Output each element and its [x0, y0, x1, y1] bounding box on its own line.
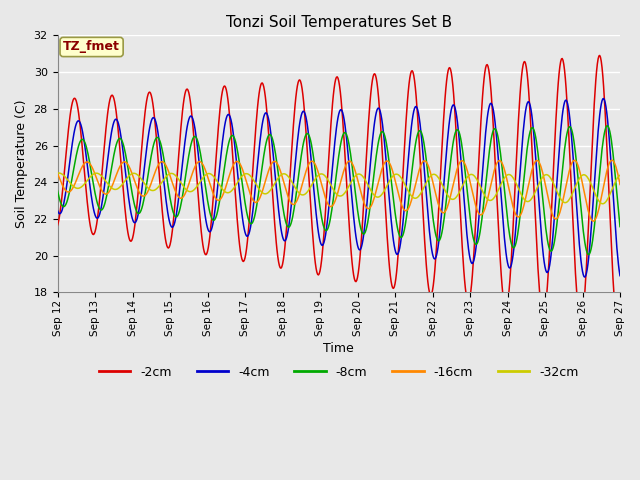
-16cm: [589, 218, 597, 224]
-32cm: [178, 181, 186, 187]
-16cm: [54, 170, 61, 176]
-8cm: [440, 215, 448, 221]
-32cm: [441, 188, 449, 193]
-4cm: [564, 105, 572, 111]
-8cm: [202, 182, 209, 188]
Title: Tonzi Soil Temperatures Set B: Tonzi Soil Temperatures Set B: [226, 15, 452, 30]
-8cm: [330, 190, 338, 196]
-32cm: [386, 178, 394, 184]
Line: -32cm: -32cm: [58, 173, 620, 204]
-4cm: [330, 147, 338, 153]
-32cm: [202, 172, 210, 178]
-4cm: [440, 177, 448, 182]
Y-axis label: Soil Temperature (C): Soil Temperature (C): [15, 100, 28, 228]
Legend: -2cm, -4cm, -8cm, -16cm, -32cm: -2cm, -4cm, -8cm, -16cm, -32cm: [94, 361, 584, 384]
-2cm: [385, 256, 392, 262]
-32cm: [331, 189, 339, 195]
-2cm: [54, 222, 61, 228]
-8cm: [54, 188, 61, 193]
-2cm: [202, 252, 209, 257]
Line: -8cm: -8cm: [58, 126, 620, 254]
-16cm: [440, 210, 448, 216]
-2cm: [614, 326, 622, 332]
-16cm: [385, 159, 392, 165]
Line: -2cm: -2cm: [58, 56, 620, 329]
-8cm: [616, 224, 624, 229]
-4cm: [177, 175, 185, 180]
-32cm: [616, 172, 624, 178]
-32cm: [54, 170, 61, 176]
-8cm: [604, 123, 611, 129]
-2cm: [564, 125, 572, 131]
-16cm: [609, 157, 616, 163]
-4cm: [581, 274, 589, 280]
-4cm: [202, 213, 209, 219]
-8cm: [385, 156, 392, 162]
Text: TZ_fmet: TZ_fmet: [63, 40, 120, 53]
-8cm: [585, 252, 593, 257]
-16cm: [564, 171, 572, 177]
-16cm: [177, 195, 185, 201]
-4cm: [54, 208, 61, 214]
-16cm: [330, 200, 338, 206]
-2cm: [177, 124, 185, 130]
Line: -4cm: -4cm: [58, 98, 620, 277]
-2cm: [440, 107, 448, 112]
-16cm: [202, 167, 209, 172]
-4cm: [616, 273, 624, 278]
-2cm: [330, 86, 338, 92]
Line: -16cm: -16cm: [58, 160, 620, 221]
-2cm: [596, 53, 604, 59]
-4cm: [385, 190, 392, 196]
-32cm: [565, 197, 573, 203]
-8cm: [564, 125, 572, 131]
-2cm: [616, 320, 624, 326]
-32cm: [599, 201, 607, 206]
-8cm: [177, 202, 185, 207]
X-axis label: Time: Time: [323, 342, 354, 355]
-32cm: [55, 170, 63, 176]
-4cm: [600, 96, 607, 101]
-16cm: [616, 181, 624, 187]
